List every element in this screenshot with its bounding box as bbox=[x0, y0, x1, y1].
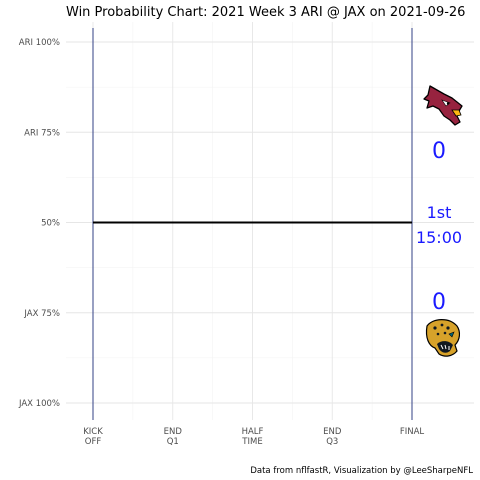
x-tick-label: HALF bbox=[242, 427, 264, 437]
vline-layer bbox=[92, 28, 413, 420]
grid-layer bbox=[66, 22, 474, 420]
x-tick-label-line2: TIME bbox=[241, 437, 262, 447]
x-tick-label: KICK bbox=[83, 427, 103, 437]
chart-title: Win Probability Chart: 2021 Week 3 ARI @… bbox=[66, 5, 465, 20]
y-tick-label: ARI 75% bbox=[24, 128, 60, 138]
chart-caption: Data from nflfastR, Visualization by @Le… bbox=[250, 466, 473, 476]
cardinals-logo bbox=[423, 85, 463, 126]
x-tick-label: END bbox=[164, 427, 183, 437]
y-axis: ARI 100% ARI 75% 50% JAX 75% JAX 100% bbox=[18, 38, 60, 409]
x-tick-label: FINAL bbox=[400, 427, 425, 437]
x-tick-label: END bbox=[323, 427, 342, 437]
x-tick-label-line2: OFF bbox=[85, 437, 102, 447]
x-tick-label-line2: Q3 bbox=[326, 437, 338, 447]
y-tick-label: JAX 100% bbox=[18, 399, 60, 409]
game-quarter: 1st bbox=[427, 203, 452, 222]
home-score: 0 bbox=[432, 290, 446, 315]
away-score: 0 bbox=[432, 139, 446, 164]
game-clock: 15:00 bbox=[416, 228, 462, 247]
jaguars-logo bbox=[425, 319, 461, 357]
y-tick-label: ARI 100% bbox=[19, 38, 60, 48]
y-tick-label: 50% bbox=[41, 219, 60, 229]
y-tick-label: JAX 75% bbox=[23, 309, 60, 319]
x-tick-label-line2: Q1 bbox=[167, 437, 179, 447]
